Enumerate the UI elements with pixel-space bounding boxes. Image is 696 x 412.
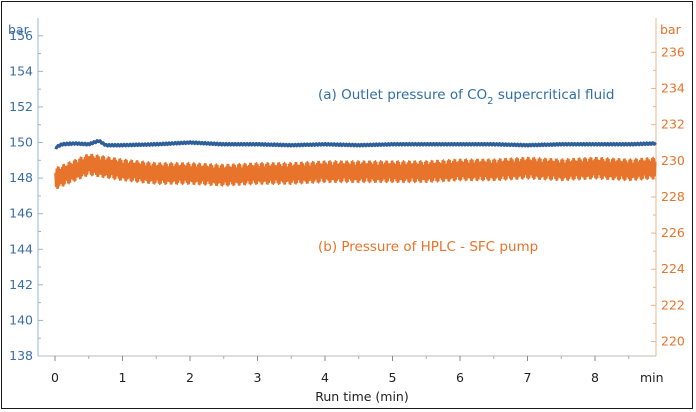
right-tick-label: 220: [661, 334, 685, 349]
right-tick-label: 232: [661, 117, 685, 132]
series-layer: [54, 139, 657, 190]
x-tick-label: 8: [591, 370, 599, 385]
right-axis-unit-label: bar: [660, 22, 682, 37]
annotation-a-suffix: supercritical fluid: [494, 87, 615, 103]
x-tick-label: 1: [119, 370, 127, 385]
right-tick-label: 226: [661, 225, 685, 240]
axes: [37, 18, 657, 361]
x-tick-label: 2: [186, 370, 194, 385]
right-tick-label: 234: [661, 80, 685, 95]
left-tick-label: 144: [9, 241, 33, 256]
annotation-b: (b) Pressure of HPLC - SFC pump: [318, 239, 538, 255]
right-tick-label: 224: [661, 261, 685, 276]
left-tick-label: 142: [9, 277, 33, 292]
x-tick-label: 4: [321, 370, 329, 385]
annotation-a-prefix: (a) Outlet pressure of CO: [318, 87, 487, 103]
annotation-a-subscript: 2: [487, 96, 493, 107]
x-tick-label: 5: [389, 370, 397, 385]
annotation-a: (a) Outlet pressure of CO2 supercritical…: [318, 87, 614, 107]
right-tick-label: 228: [661, 189, 685, 204]
left-tick-label: 148: [9, 170, 33, 185]
x-tick-label: 7: [524, 370, 532, 385]
left-tick-label: 146: [9, 206, 33, 221]
right-tick-label: 236: [661, 44, 685, 59]
left-tick-label: 140: [9, 312, 33, 327]
left-tick-label: 150: [9, 135, 33, 150]
series-b-line: [54, 153, 657, 190]
x-tick-label: 6: [456, 370, 464, 385]
left-tick-label: 152: [9, 99, 33, 114]
left-tick-label: 156: [9, 28, 33, 43]
left-axis-unit-label: bar: [8, 22, 30, 37]
left-tick-label: 154: [9, 63, 33, 78]
x-tick-label: 3: [254, 370, 262, 385]
x-axis-unit-label: min: [640, 370, 664, 385]
left-tick-label: 138: [9, 348, 33, 363]
right-tick-label: 222: [661, 297, 685, 312]
x-tick-label: 0: [51, 370, 59, 385]
text-layer: bar bar min Run time (min) (a) Outlet pr…: [8, 22, 685, 404]
series-a-line: [54, 139, 657, 150]
x-axis-title: Run time (min): [315, 389, 408, 404]
right-tick-label: 230: [661, 153, 685, 168]
